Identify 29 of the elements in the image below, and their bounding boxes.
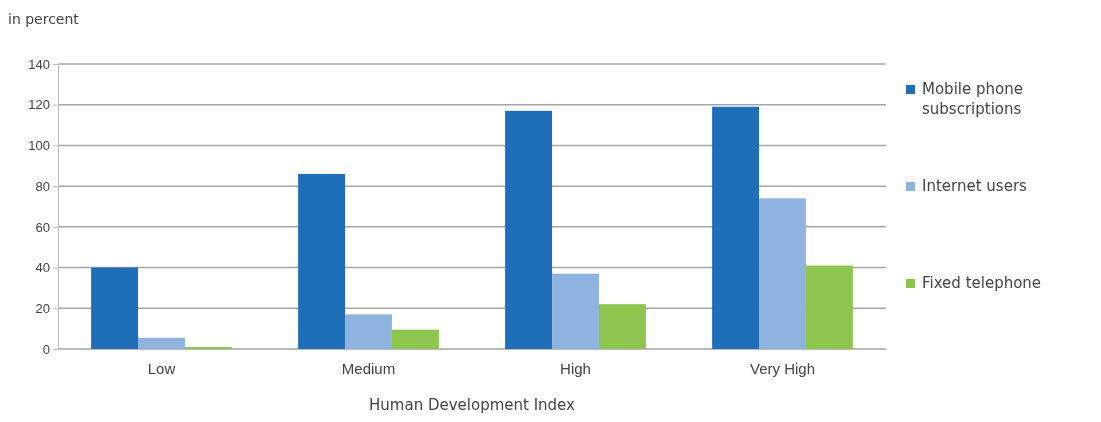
bar — [91, 267, 139, 349]
bar — [712, 106, 760, 349]
y-tick-label: 100 — [28, 138, 50, 154]
bar — [391, 329, 439, 349]
bar — [138, 337, 185, 349]
y-tick-label: 140 — [28, 56, 50, 72]
y-tick-label: 20 — [35, 300, 50, 316]
legend-label: Fixed telephone — [922, 274, 1042, 292]
x-tick-label: High — [560, 359, 591, 377]
bar — [184, 346, 232, 349]
x-tick-label: Low — [147, 359, 176, 377]
bar — [552, 273, 599, 349]
bar — [805, 265, 853, 349]
bar — [298, 173, 346, 349]
y-tick-label: 0 — [42, 341, 50, 357]
y-tick-label: 80 — [35, 178, 50, 194]
x-axis-title: Human Development Index — [369, 396, 576, 414]
legend-label: Internet users — [922, 177, 1028, 195]
bar — [598, 304, 646, 349]
y-tick-label: 40 — [35, 260, 50, 276]
y-axis-title: in percent — [8, 11, 80, 27]
bar — [345, 314, 392, 349]
x-tick-label: Medium — [341, 359, 396, 377]
legend-label: Mobile phone subscriptions — [922, 80, 1023, 118]
y-tick-label: 60 — [35, 219, 50, 235]
y-tick-label: 120 — [28, 97, 50, 113]
bar — [505, 110, 553, 349]
x-tick-label: Very High — [749, 359, 816, 377]
bar — [759, 198, 806, 349]
